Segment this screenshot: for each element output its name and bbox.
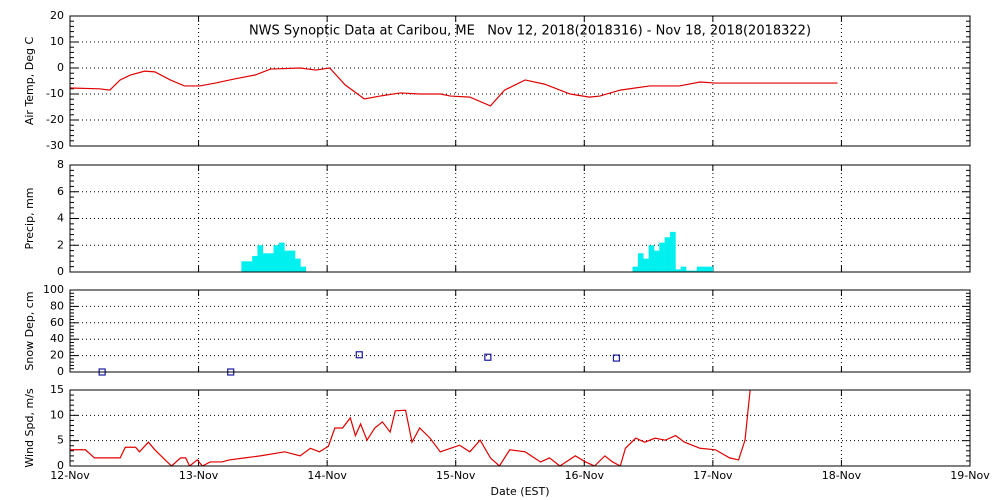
bar [648, 245, 655, 272]
y-tick-label: 10 [50, 35, 64, 48]
y-tick-label: -30 [46, 139, 64, 152]
y-axis-label: Air Temp, Deg C [23, 37, 36, 126]
frame [69, 389, 971, 467]
y-axis-label: Precip, mm [23, 188, 36, 250]
bar [659, 242, 665, 272]
y-tick-label: 20 [50, 9, 64, 22]
bar [637, 253, 644, 272]
bar [675, 269, 681, 272]
y-tick-label: 0 [57, 365, 64, 378]
y-tick-label: 80 [50, 299, 64, 312]
y-tick-label: 0 [57, 459, 64, 472]
y-tick-label: -10 [46, 87, 64, 100]
bar [252, 255, 258, 272]
bar [284, 250, 290, 272]
bar [670, 231, 676, 272]
point [355, 351, 363, 359]
frame [69, 164, 971, 273]
y-tick-label: 5 [57, 434, 64, 447]
y-tick-label: 2 [57, 238, 64, 251]
bar [696, 266, 703, 272]
x-tick-label: 13-Nov [179, 469, 219, 482]
y-tick-label: 0 [57, 265, 64, 278]
bar [241, 261, 248, 272]
y-axis-label: Snow Dep, cm [23, 291, 36, 370]
line [70, 67, 838, 107]
plot [70, 390, 751, 466]
x-axis-label: Date (EST) [490, 485, 549, 498]
y-tick-label: 15 [50, 383, 64, 396]
y-tick-label: 8 [57, 158, 64, 171]
line [70, 390, 751, 466]
bar [300, 266, 307, 272]
y-tick-label: 6 [57, 185, 64, 198]
chart-title: NWS Synoptic Data at Caribou, ME Nov 12,… [249, 24, 811, 39]
bar [632, 266, 639, 272]
bar [295, 258, 301, 272]
bar [246, 261, 253, 272]
y-tick-label: 40 [50, 332, 64, 345]
plot [70, 67, 838, 107]
bar [707, 266, 714, 272]
bar [289, 250, 296, 272]
y-tick-label: 0 [57, 61, 64, 74]
bar [686, 270, 692, 272]
plot [241, 231, 714, 272]
bar [643, 258, 649, 272]
bar [257, 245, 264, 272]
point [612, 354, 621, 362]
bar [273, 245, 280, 272]
y-tick-label: 100 [43, 283, 64, 296]
x-tick-label: 17-Nov [693, 469, 733, 482]
bar [702, 266, 708, 272]
bar [262, 253, 269, 272]
bar [680, 266, 687, 272]
y-tick-label: 4 [57, 212, 64, 225]
y-tick-label: -20 [46, 113, 64, 126]
x-tick-label: 12-Nov [50, 469, 90, 482]
y-tick-label: 20 [50, 349, 64, 362]
x-tick-label: 15-Nov [436, 469, 476, 482]
x-tick-label: 16-Nov [565, 469, 605, 482]
bar [691, 270, 698, 272]
point [484, 353, 492, 361]
bar [664, 237, 671, 272]
x-tick-label: 18-Nov [822, 469, 862, 482]
bar [268, 253, 274, 272]
y-tick-label: 10 [50, 408, 64, 421]
y-axis-label: Wind Spd, m/s [23, 388, 36, 468]
bar [278, 242, 285, 272]
frame [69, 15, 971, 147]
y-tick-label: 60 [50, 316, 64, 329]
x-tick-label: 19-Nov [950, 469, 990, 482]
bar [653, 250, 660, 272]
frame [69, 289, 971, 373]
x-tick-label: 14-Nov [307, 469, 347, 482]
